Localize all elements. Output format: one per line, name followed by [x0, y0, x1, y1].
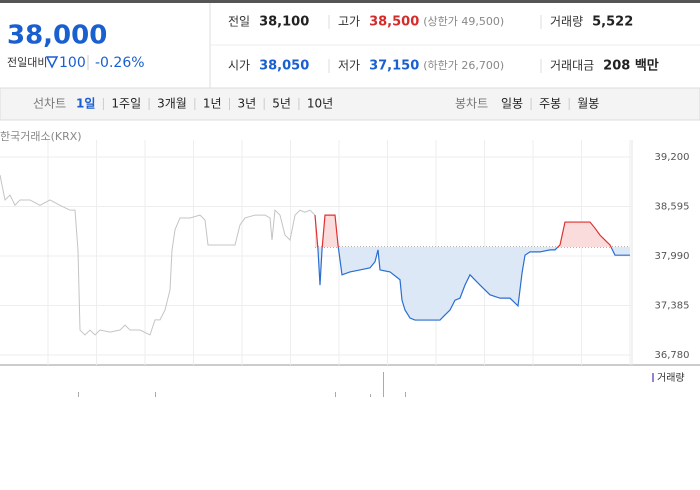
- y-tick-label: 39,200: [655, 152, 690, 163]
- period-button[interactable]: 1년: [203, 97, 222, 111]
- volume-bar: [405, 392, 406, 397]
- stat-label: 전일: [228, 15, 250, 29]
- line-down: [317, 247, 630, 321]
- stat-value: 208 백만: [603, 58, 659, 74]
- stat-label: 저가: [338, 59, 360, 73]
- change-label: 전일대비: [7, 55, 47, 69]
- candle-button[interactable]: 월봉: [577, 97, 599, 111]
- period-button[interactable]: 3개월: [157, 97, 187, 111]
- volume-bar: [383, 372, 384, 397]
- candle-button[interactable]: 일봉: [501, 97, 523, 111]
- y-tick-label: 38,595: [655, 202, 690, 213]
- stat-value: 5,522: [592, 15, 633, 30]
- toolbar-label: 봉차트: [455, 97, 488, 111]
- price: 38,000: [7, 21, 107, 51]
- period-button[interactable]: 5년: [272, 97, 291, 111]
- volume-bar: [78, 392, 79, 397]
- period-button[interactable]: 1주일: [111, 97, 141, 111]
- period-button[interactable]: 1일: [76, 97, 95, 111]
- stat-value: 38,100: [259, 15, 309, 30]
- y-tick-label: 37,990: [655, 251, 690, 262]
- stat-value: 37,150: [369, 59, 419, 74]
- stat-label: 거래대금: [550, 59, 594, 73]
- y-tick-label: 36,780: [655, 350, 690, 361]
- area-up: [315, 215, 630, 247]
- toolbar-label: 선차트: [33, 97, 66, 111]
- plot: 36,780 37,385 37,990 38,595 39,200 거래량: [0, 140, 700, 397]
- stat-label: 고가: [338, 15, 360, 29]
- toolbar: [0, 87, 700, 121]
- stat-note: (하한가 26,700): [423, 58, 504, 72]
- source: 한국거래소(KRX): [0, 130, 82, 143]
- prev-line: [0, 174, 316, 336]
- stat-label: 시가: [228, 59, 250, 73]
- candle-button[interactable]: 주봉: [539, 97, 561, 111]
- legend-swatch: [652, 373, 654, 382]
- line-up: [314, 214, 612, 247]
- volume-bar: [370, 394, 371, 397]
- area-down: [315, 247, 630, 321]
- change: 100: [59, 55, 86, 71]
- legend-label: 거래량: [657, 372, 685, 384]
- y-tick-label: 37,385: [655, 301, 690, 312]
- stat-label: 거래량: [550, 15, 583, 29]
- stat-value: 38,500: [369, 15, 419, 30]
- stat-note: (상한가 49,500): [423, 15, 504, 28]
- down-icon: [45, 56, 59, 69]
- top-border: [0, 0, 700, 3]
- volume-bar: [155, 392, 156, 397]
- period-button[interactable]: 3년: [238, 97, 257, 111]
- stat-value: 38,050: [259, 59, 309, 74]
- volume-bar: [335, 392, 336, 397]
- period-button[interactable]: 10년: [307, 97, 333, 111]
- change-pct: -0.26%: [95, 55, 145, 71]
